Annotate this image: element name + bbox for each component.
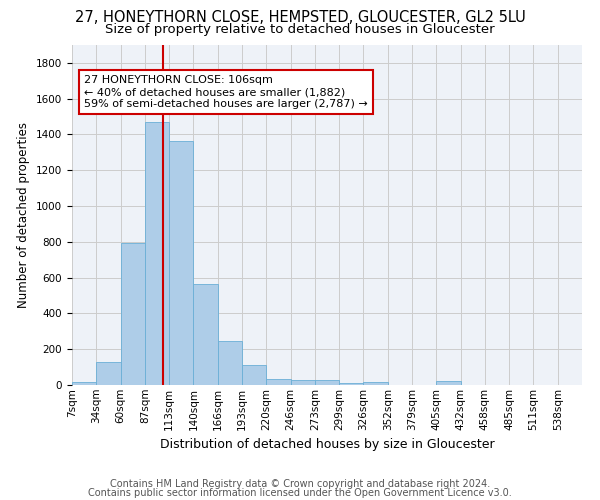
Bar <box>218 340 242 385</box>
Bar <box>242 366 266 385</box>
Bar <box>96 362 121 385</box>
Bar <box>145 122 169 385</box>
Bar <box>290 380 315 385</box>
X-axis label: Distribution of detached houses by size in Gloucester: Distribution of detached houses by size … <box>160 438 494 451</box>
Text: Size of property relative to detached houses in Gloucester: Size of property relative to detached ho… <box>105 22 495 36</box>
Bar <box>339 383 364 385</box>
Bar <box>121 242 145 385</box>
Bar <box>193 284 218 385</box>
Text: Contains HM Land Registry data © Crown copyright and database right 2024.: Contains HM Land Registry data © Crown c… <box>110 479 490 489</box>
Bar <box>364 382 388 385</box>
Bar <box>315 380 339 385</box>
Bar <box>436 382 461 385</box>
Bar <box>169 140 193 385</box>
Y-axis label: Number of detached properties: Number of detached properties <box>17 122 31 308</box>
Text: 27, HONEYTHORN CLOSE, HEMPSTED, GLOUCESTER, GL2 5LU: 27, HONEYTHORN CLOSE, HEMPSTED, GLOUCEST… <box>74 10 526 25</box>
Text: Contains public sector information licensed under the Open Government Licence v3: Contains public sector information licen… <box>88 488 512 498</box>
Bar <box>72 382 96 385</box>
Bar <box>266 378 290 385</box>
Text: 27 HONEYTHORN CLOSE: 106sqm
← 40% of detached houses are smaller (1,882)
59% of : 27 HONEYTHORN CLOSE: 106sqm ← 40% of det… <box>84 76 368 108</box>
